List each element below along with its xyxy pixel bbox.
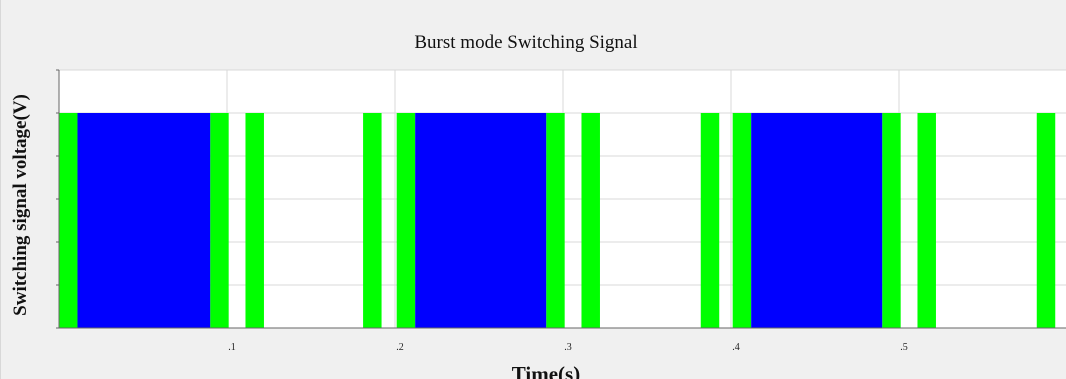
signal-pulse — [77, 113, 211, 328]
signal-pulse — [546, 113, 565, 328]
signal-pulse — [882, 113, 901, 328]
signal-pulse — [1036, 113, 1056, 328]
signal-pulse — [751, 113, 883, 328]
signal-series — [59, 113, 1056, 328]
signal-pulse — [396, 113, 416, 328]
x-tick-label: .1 — [228, 342, 236, 353]
x-tick-label: .3 — [564, 342, 572, 353]
signal-pulse — [700, 113, 720, 328]
x-tick-label: .5 — [900, 342, 908, 353]
signal-pulse — [917, 113, 936, 328]
signal-pulse — [210, 113, 229, 328]
signal-pulse — [59, 113, 78, 328]
x-tick-labels: .1 .2 .3 .4 .5 — [228, 342, 908, 353]
signal-pulse — [732, 113, 752, 328]
y-axis-label: Switching signal voltage(V) — [10, 94, 31, 316]
x-axis-label: Time(s) — [512, 362, 580, 379]
axes — [56, 69, 1066, 329]
signal-pulse — [581, 113, 600, 328]
chart-title: Burst mode Switching Signal — [414, 32, 637, 53]
signal-pulse — [245, 113, 264, 328]
signal-pulse — [363, 113, 382, 328]
signal-pulse — [415, 113, 547, 328]
x-tick-label: .2 — [396, 342, 404, 353]
x-tick-label: .4 — [732, 342, 740, 353]
